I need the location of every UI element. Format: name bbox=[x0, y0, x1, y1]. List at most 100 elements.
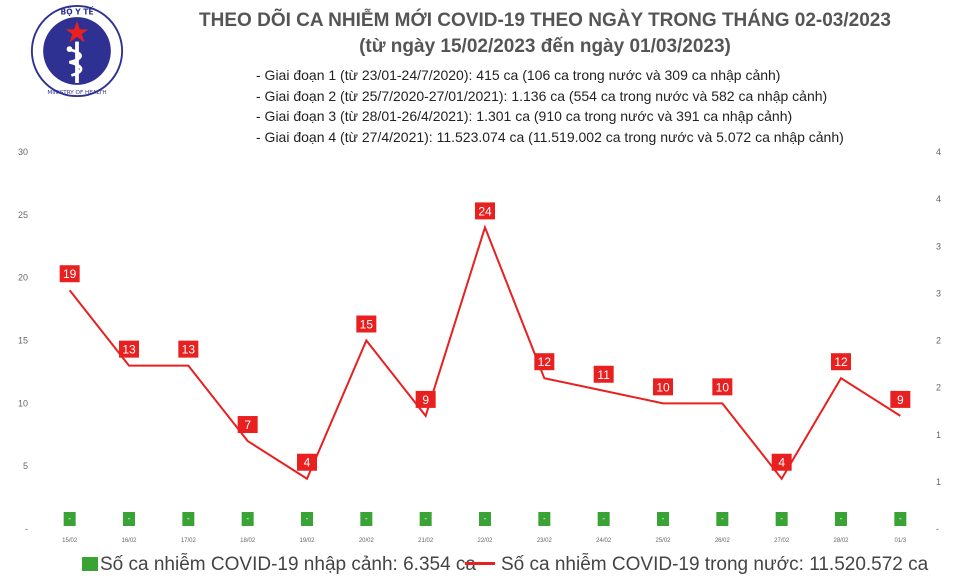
bar-imported bbox=[123, 512, 135, 526]
bar-imported bbox=[716, 512, 729, 526]
bar-data-label: - bbox=[484, 514, 487, 523]
bar-imported bbox=[835, 512, 847, 526]
line-data-label: 19 bbox=[63, 267, 77, 281]
legend-line-swatch bbox=[465, 562, 495, 565]
phase-note-1: - Giai đoạn 1 (từ 23/01-24/7/2020): 415 … bbox=[256, 67, 781, 83]
bar-data-label: - bbox=[306, 514, 309, 523]
x-axis-tick-label: 25/02 bbox=[655, 538, 671, 544]
bar-imported bbox=[538, 512, 551, 526]
line-data-label-bg bbox=[119, 340, 139, 358]
bar-data-label: - bbox=[424, 514, 427, 523]
line-data-label: 15 bbox=[360, 318, 374, 332]
bar-imported bbox=[479, 512, 491, 526]
bar-imported bbox=[301, 512, 313, 526]
line-data-label: 12 bbox=[834, 355, 848, 369]
line-data-label: 10 bbox=[656, 380, 670, 394]
line-data-label: 13 bbox=[182, 343, 196, 357]
chart-title: THEO DÕI CA NHIỄM MỚI COVID-19 THEO NGÀY… bbox=[199, 10, 891, 31]
phase-note-3: - Giai đoạn 3 (từ 28/01-26/4/2021): 1.30… bbox=[256, 108, 793, 124]
x-axis-tick-label: 17/02 bbox=[181, 538, 197, 544]
bar-imported bbox=[894, 512, 907, 526]
right-axis-tick-label: 2 bbox=[936, 336, 941, 346]
line-data-label-bg bbox=[237, 416, 258, 434]
x-axis-tick-label: 23/02 bbox=[537, 538, 553, 544]
line-data-label: 24 bbox=[478, 204, 492, 218]
bar-data-label: - bbox=[602, 514, 605, 523]
bar-data-label: - bbox=[780, 514, 783, 523]
bar-imported bbox=[597, 512, 610, 526]
bar-data-label: - bbox=[840, 514, 843, 523]
line-data-label-bg bbox=[297, 453, 317, 471]
right-axis-tick-label: 4 bbox=[936, 194, 941, 204]
left-axis-tick-label: 25 bbox=[18, 210, 28, 220]
bar-data-label: - bbox=[246, 514, 249, 523]
legend-imported-label: Số ca nhiễm COVID-19 nhập cảnh: 6.354 ca bbox=[100, 554, 477, 575]
right-axis-tick-label: 2 bbox=[936, 383, 941, 393]
bar-imported bbox=[419, 512, 432, 526]
line-data-label: 4 bbox=[778, 456, 785, 470]
legend-imported: Số ca nhiễm COVID-19 nhập cảnh: 6.354 ca bbox=[82, 554, 476, 576]
line-data-label-bg bbox=[178, 340, 199, 358]
x-axis-tick-label: 20/02 bbox=[359, 538, 375, 544]
x-axis-tick-label: 24/02 bbox=[596, 538, 612, 544]
left-axis-tick-label: 10 bbox=[18, 398, 28, 408]
x-axis-tick-label: 18/02 bbox=[240, 538, 256, 544]
line-data-label-bg bbox=[593, 365, 614, 383]
line-data-label: 13 bbox=[122, 343, 136, 357]
line-data-label-bg bbox=[653, 378, 673, 396]
bar-data-label: - bbox=[899, 514, 902, 523]
phase-note-4: - Giai đoạn 4 (từ 27/4/2021): 11.523.074… bbox=[256, 128, 844, 145]
right-axis-tick-label: 1 bbox=[936, 477, 941, 487]
bar-data-label: - bbox=[662, 514, 665, 523]
x-axis-tick-label: 19/02 bbox=[299, 538, 315, 544]
phase-notes: - Giai đoạn 1 (từ 23/01-24/7/2020): 415 … bbox=[256, 65, 844, 147]
line-data-label: 4 bbox=[304, 456, 311, 470]
bar-data-label: - bbox=[721, 514, 724, 523]
bar-imported bbox=[241, 512, 254, 526]
x-axis-tick-label: 26/02 bbox=[715, 538, 731, 544]
line-data-label-bg bbox=[356, 315, 377, 333]
right-axis-tick-label: 3 bbox=[936, 241, 941, 251]
right-axis-tick-label: 4 bbox=[936, 147, 941, 157]
bar-imported bbox=[182, 512, 195, 526]
bar-imported bbox=[360, 512, 373, 526]
line-data-label: 9 bbox=[897, 393, 904, 407]
line-data-label-bg bbox=[534, 353, 555, 371]
svg-text:MINISTRY OF HEALTH: MINISTRY OF HEALTH bbox=[47, 90, 106, 96]
x-axis-tick-label: 16/02 bbox=[121, 538, 137, 544]
legend-domestic-label: Số ca nhiễm COVID-19 trong nước: 11.520.… bbox=[501, 554, 929, 575]
svg-text:BỘ Y TẾ: BỘ Y TẾ bbox=[60, 6, 94, 16]
x-axis-tick-label: 15/02 bbox=[62, 538, 78, 544]
line-data-label-bg bbox=[415, 390, 436, 408]
line-data-label: 12 bbox=[538, 355, 552, 369]
line-data-label: 9 bbox=[422, 393, 429, 407]
line-data-label-bg bbox=[59, 265, 80, 283]
bar-imported bbox=[775, 512, 788, 526]
bar-data-label: - bbox=[365, 514, 368, 523]
bar-data-label: - bbox=[68, 514, 71, 523]
line-data-label-bg bbox=[831, 353, 851, 371]
x-axis-tick-label: 22/02 bbox=[477, 538, 493, 544]
bar-data-label: - bbox=[543, 514, 546, 523]
line-domestic bbox=[68, 224, 901, 481]
line-data-label-bg bbox=[890, 390, 911, 408]
bar-data-label: - bbox=[128, 514, 131, 523]
line-data-label-bg bbox=[712, 378, 733, 396]
right-axis-tick-label: - bbox=[936, 524, 939, 534]
left-axis-tick-label: 5 bbox=[23, 461, 28, 471]
legend-domestic: Số ca nhiễm COVID-19 trong nước: 11.520.… bbox=[465, 554, 928, 576]
right-axis-tick-label: 1 bbox=[936, 430, 941, 440]
bar-imported bbox=[657, 512, 669, 526]
chart-subtitle: (từ ngày 15/02/2023 đến ngày 01/03/2023) bbox=[359, 36, 731, 57]
left-axis-tick-label: 20 bbox=[18, 273, 28, 283]
legend-bar-swatch bbox=[82, 557, 98, 571]
x-axis-tick-label: 27/02 bbox=[774, 538, 790, 544]
line-data-label: 11 bbox=[597, 368, 610, 382]
left-axis-tick-label: 15 bbox=[18, 336, 28, 346]
line-data-label-bg bbox=[475, 202, 495, 220]
bar-data-label: - bbox=[187, 514, 190, 523]
x-axis-tick-label: 28/02 bbox=[833, 538, 849, 544]
left-axis-tick-label: 30 bbox=[18, 147, 28, 157]
phase-note-2: - Giai đoạn 2 (từ 25/7/2020-27/01/2021):… bbox=[256, 87, 828, 104]
